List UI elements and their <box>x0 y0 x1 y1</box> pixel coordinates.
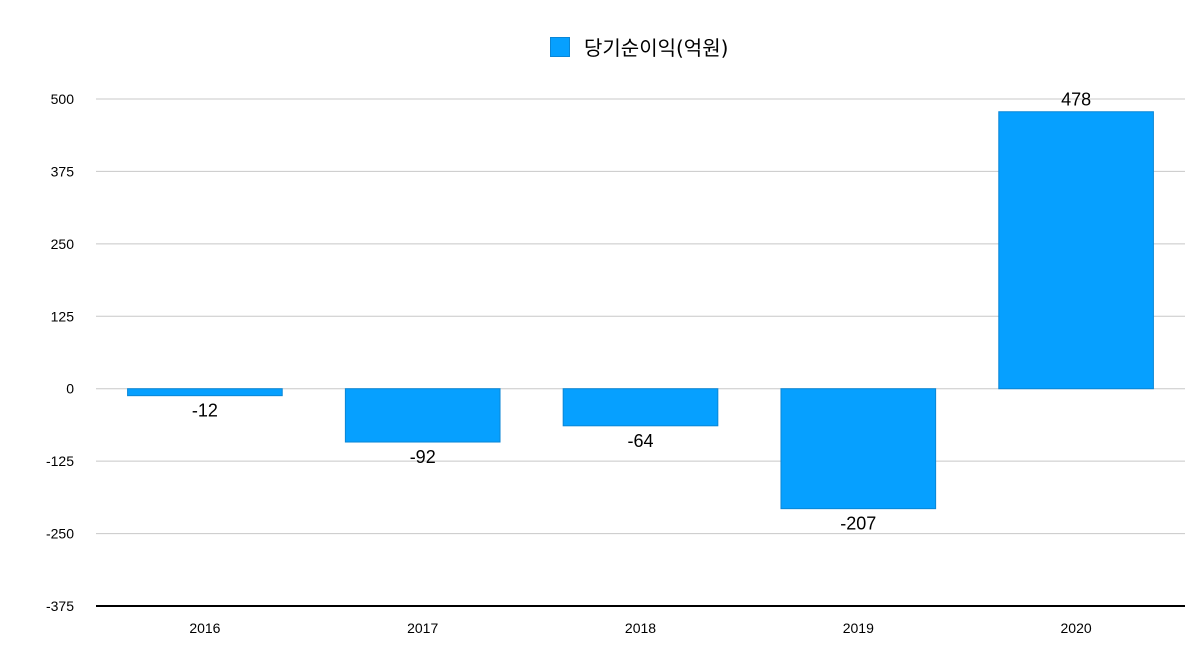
y-tick-label: 250 <box>51 236 75 252</box>
x-tick-label: 2019 <box>843 620 874 636</box>
legend: 당기순이익(억원) <box>550 32 728 61</box>
y-tick-label: 125 <box>51 308 75 324</box>
y-tick-label: -250 <box>46 526 74 542</box>
data-label: 478 <box>1061 90 1091 110</box>
bar <box>562 388 719 427</box>
y-tick-label: -375 <box>46 598 74 614</box>
bar <box>127 388 283 397</box>
y-tick-label: 0 <box>66 381 74 397</box>
bar <box>998 111 1154 390</box>
x-tick-label: 2020 <box>1061 620 1092 636</box>
data-label: -207 <box>840 514 876 534</box>
x-tick-label: 2017 <box>407 620 438 636</box>
y-tick-label: -125 <box>46 453 74 469</box>
x-tick-label: 2016 <box>189 620 220 636</box>
bar <box>344 388 501 443</box>
y-tick-label: 375 <box>51 163 75 179</box>
data-label: -92 <box>410 447 436 467</box>
data-label: -64 <box>627 431 653 451</box>
data-label: -12 <box>192 401 218 421</box>
legend-label: 당기순이익(억원) <box>584 36 729 60</box>
y-tick-label: 500 <box>51 91 75 107</box>
bar <box>780 388 937 510</box>
legend-swatch <box>550 36 570 57</box>
x-tick-label: 2018 <box>625 620 656 636</box>
